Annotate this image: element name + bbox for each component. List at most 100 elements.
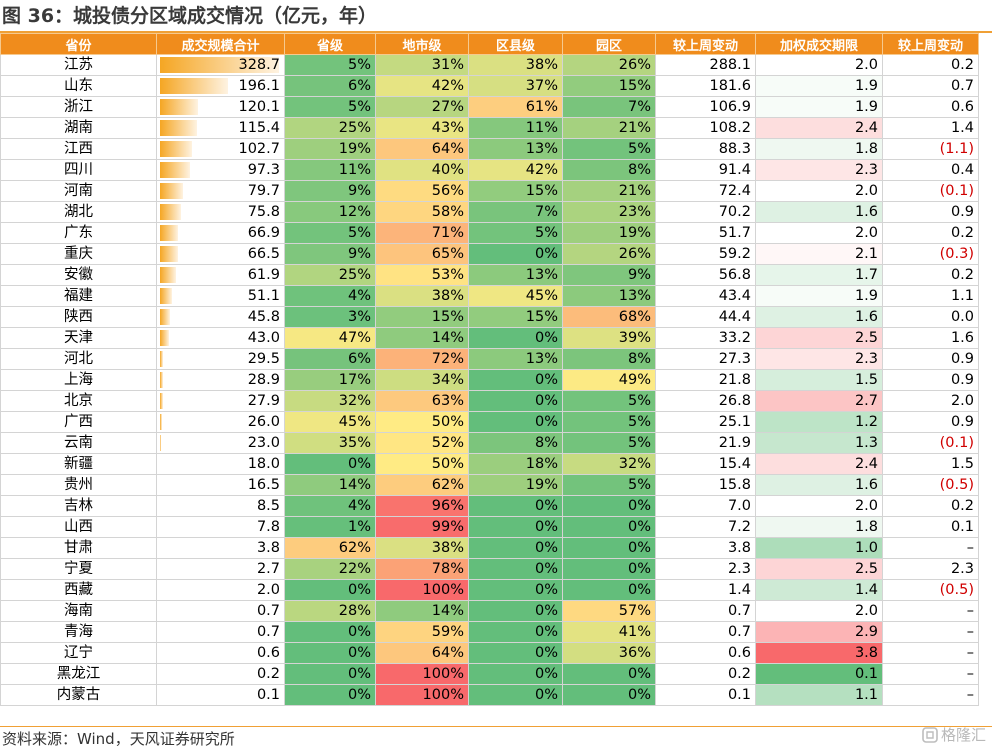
term-change-cell: 0.9: [882, 369, 979, 391]
term-change-cell: –: [882, 663, 979, 685]
total-volume-cell: 29.5: [156, 348, 285, 370]
term-change-cell: 1.4: [882, 117, 979, 139]
col-header-county: 区县级: [468, 33, 563, 55]
province-cell: 安徽: [0, 264, 157, 286]
table-row: 重庆 66.5 9% 65% 0% 26% 59.2 2.1 (0.3): [0, 243, 979, 265]
provincial-share-cell: 0%: [284, 621, 376, 643]
total-volume-bar: [160, 414, 163, 430]
provincial-share-cell: 62%: [284, 537, 376, 559]
municipal-share-cell: 15%: [375, 306, 469, 328]
volume-change-cell: 2.3: [655, 558, 756, 580]
term-change-cell: 0.7: [882, 75, 979, 97]
provincial-share-cell: 9%: [284, 243, 376, 265]
municipal-share-cell: 27%: [375, 96, 469, 118]
provincial-share-cell: 0%: [284, 684, 376, 706]
term-change-cell: 0.4: [882, 159, 979, 181]
total-volume-bar: [160, 246, 178, 262]
total-volume-value: 2.0: [256, 582, 280, 598]
weighted-term-cell: 2.0: [755, 495, 883, 517]
total-volume-cell: 328.7: [156, 54, 285, 76]
total-volume-bar: [160, 120, 197, 136]
total-volume-cell: 196.1: [156, 75, 285, 97]
provincial-share-cell: 0%: [284, 579, 376, 601]
county-share-cell: 0%: [468, 495, 563, 517]
term-change-cell: 0.2: [882, 54, 979, 76]
total-volume-value: 328.7: [238, 57, 280, 73]
total-volume-value: 97.3: [247, 162, 280, 178]
total-volume-bar: [160, 141, 192, 157]
weighted-term-cell: 2.3: [755, 348, 883, 370]
term-change-cell: (0.1): [882, 180, 979, 202]
col-header-volume-change: 较上周变动: [655, 33, 756, 55]
county-share-cell: 0%: [468, 516, 563, 538]
weighted-term-cell: 2.9: [755, 621, 883, 643]
weighted-term-cell: 1.6: [755, 201, 883, 223]
province-cell: 海南: [0, 600, 157, 622]
total-volume-bar: [160, 309, 170, 325]
provincial-share-cell: 4%: [284, 495, 376, 517]
province-cell: 湖北: [0, 201, 157, 223]
park-share-cell: 8%: [562, 348, 656, 370]
volume-change-cell: 0.6: [655, 642, 756, 664]
park-share-cell: 8%: [562, 159, 656, 181]
county-share-cell: 0%: [468, 621, 563, 643]
park-share-cell: 0%: [562, 579, 656, 601]
provincial-share-cell: 47%: [284, 327, 376, 349]
municipal-share-cell: 38%: [375, 285, 469, 307]
total-volume-value: 28.9: [247, 372, 280, 388]
total-volume-cell: 43.0: [156, 327, 285, 349]
term-change-cell: 0.9: [882, 411, 979, 433]
province-cell: 重庆: [0, 243, 157, 265]
provincial-share-cell: 9%: [284, 180, 376, 202]
provincial-share-cell: 0%: [284, 642, 376, 664]
weighted-term-cell: 2.4: [755, 453, 883, 475]
municipal-share-cell: 100%: [375, 579, 469, 601]
park-share-cell: 0%: [562, 516, 656, 538]
term-change-cell: 2.0: [882, 390, 979, 412]
table-row: 福建 51.1 4% 38% 45% 13% 43.4 1.9 1.1: [0, 285, 979, 307]
county-share-cell: 15%: [468, 180, 563, 202]
park-share-cell: 39%: [562, 327, 656, 349]
total-volume-cell: 18.0: [156, 453, 285, 475]
table-row: 新疆 18.0 0% 50% 18% 32% 15.4 2.4 1.5: [0, 453, 979, 475]
total-volume-cell: 28.9: [156, 369, 285, 391]
municipal-share-cell: 59%: [375, 621, 469, 643]
term-change-cell: 1.5: [882, 453, 979, 475]
province-cell: 福建: [0, 285, 157, 307]
total-volume-cell: 0.1: [156, 684, 285, 706]
county-share-cell: 19%: [468, 474, 563, 496]
total-volume-value: 8.5: [256, 498, 280, 514]
province-cell: 天津: [0, 327, 157, 349]
province-cell: 甘肃: [0, 537, 157, 559]
park-share-cell: 5%: [562, 432, 656, 454]
weighted-term-cell: 1.3: [755, 432, 883, 454]
municipal-share-cell: 38%: [375, 537, 469, 559]
municipal-share-cell: 40%: [375, 159, 469, 181]
table-row: 山西 7.8 1% 99% 0% 0% 7.2 1.8 0.1: [0, 516, 979, 538]
volume-change-cell: 106.9: [655, 96, 756, 118]
term-change-cell: 0.2: [882, 222, 979, 244]
total-volume-cell: 2.0: [156, 579, 285, 601]
park-share-cell: 0%: [562, 537, 656, 559]
province-cell: 西藏: [0, 579, 157, 601]
col-header-provincial: 省级: [284, 33, 376, 55]
provincial-share-cell: 22%: [284, 558, 376, 580]
table-row: 湖南 115.4 25% 43% 11% 21% 108.2 2.4 1.4: [0, 117, 979, 139]
total-volume-value: 43.0: [247, 330, 280, 346]
municipal-share-cell: 64%: [375, 642, 469, 664]
municipal-share-cell: 52%: [375, 432, 469, 454]
total-volume-value: 45.8: [247, 309, 280, 325]
municipal-share-cell: 71%: [375, 222, 469, 244]
total-volume-cell: 0.6: [156, 642, 285, 664]
col-header-term-change: 较上周变动: [882, 33, 979, 55]
weighted-term-cell: 1.4: [755, 579, 883, 601]
weighted-term-cell: 1.8: [755, 516, 883, 538]
volume-change-cell: 0.7: [655, 621, 756, 643]
county-share-cell: 13%: [468, 264, 563, 286]
term-change-cell: 2.3: [882, 558, 979, 580]
provincial-share-cell: 12%: [284, 201, 376, 223]
total-volume-cell: 115.4: [156, 117, 285, 139]
county-share-cell: 8%: [468, 432, 563, 454]
weighted-term-cell: 1.2: [755, 411, 883, 433]
park-share-cell: 49%: [562, 369, 656, 391]
